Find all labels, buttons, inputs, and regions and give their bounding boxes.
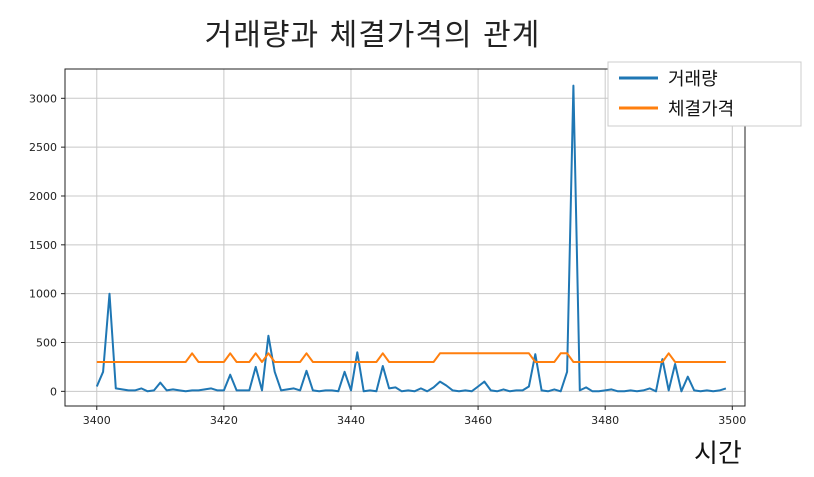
y-tick-label: 2500: [29, 141, 57, 154]
x-tick-label: 3480: [591, 414, 619, 427]
y-tick-label: 3000: [29, 92, 57, 105]
x-tick-label: 3440: [337, 414, 365, 427]
series-lines: [95, 84, 727, 393]
y-tick-label: 1000: [29, 288, 57, 301]
legend-label-price: 체결가격: [668, 99, 734, 120]
price-series-line: [96, 352, 726, 363]
y-tick-label: 2000: [29, 190, 57, 203]
y-tick-label: 0: [50, 385, 57, 398]
x-tick-label: 3400: [83, 414, 111, 427]
x-tick-label: 3420: [210, 414, 238, 427]
x-axis-label: 시간: [694, 439, 742, 469]
plot-frame: [64, 68, 746, 407]
y-tick-label: 1500: [29, 239, 57, 252]
y-tick-label: 500: [36, 337, 57, 350]
legend-box: [607, 61, 802, 127]
legend-label-volume: 거래량: [668, 69, 718, 90]
x-tick-label: 3460: [464, 414, 492, 427]
axis-ticks: 3400 3420 3440 3460 3480 3500 0 500 1000 1500 2000…: [29, 92, 746, 427]
x-tick-label: 3500: [718, 414, 746, 427]
chart-title: 거래량과 체결가격의 관계: [204, 18, 541, 53]
legend: 거래량 체결가격: [607, 61, 802, 127]
volume-series-line: [95, 84, 727, 393]
